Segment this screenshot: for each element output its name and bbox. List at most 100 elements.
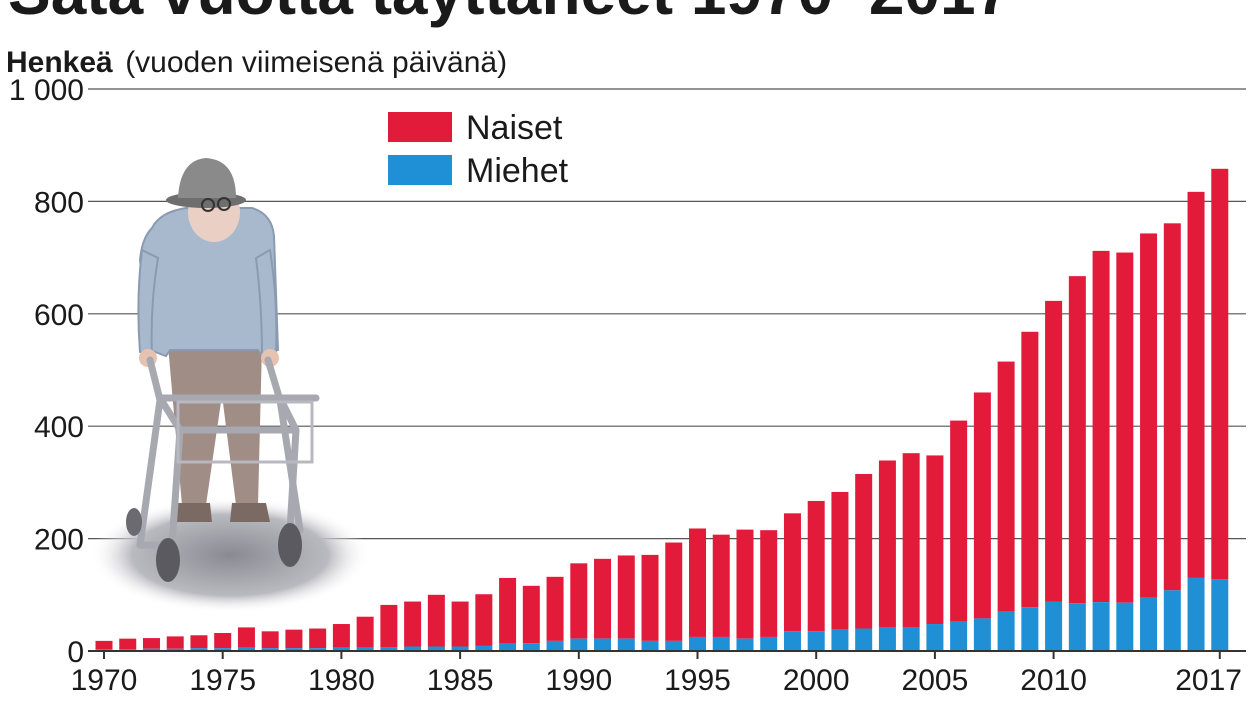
bar-miehet-2004 <box>902 627 920 651</box>
bar-naiset-1993 <box>641 554 659 641</box>
bar-naiset-1975 <box>214 633 232 649</box>
bar-miehet-1986 <box>475 645 493 651</box>
bar-naiset-1971 <box>119 638 137 650</box>
bar-miehet-1975 <box>214 648 232 651</box>
bar-naiset-1980 <box>332 624 350 648</box>
bar-miehet-1976 <box>237 647 255 651</box>
bar-miehet-1993 <box>641 640 659 651</box>
bar-miehet-2006 <box>950 621 968 651</box>
bar-miehet-1998 <box>760 636 778 651</box>
bar-naiset-1973 <box>166 636 184 649</box>
legend-swatch-naiset <box>388 112 452 142</box>
bar-miehet-1996 <box>712 636 730 651</box>
bar-miehet-2003 <box>878 627 896 651</box>
bar-miehet-2015 <box>1163 590 1181 651</box>
x-tick-label: 1975 <box>189 664 256 697</box>
bar-miehet-1979 <box>309 648 327 651</box>
bar-naiset-2005 <box>926 455 944 625</box>
bar-naiset-1990 <box>570 563 588 639</box>
bar-naiset-1974 <box>190 635 208 649</box>
bar-miehet-2005 <box>926 624 944 651</box>
bar-miehet-1989 <box>546 640 564 651</box>
bar-naiset-2001 <box>831 491 849 630</box>
bar-naiset-2008 <box>997 361 1015 612</box>
x-tick-label: 2017 <box>1175 664 1242 697</box>
bar-naiset-1998 <box>760 530 778 637</box>
bar-naiset-2006 <box>950 420 968 622</box>
bar-miehet-1977 <box>261 648 279 651</box>
elderly-man-with-walker-icon <box>90 158 370 613</box>
bar-naiset-1997 <box>736 529 754 639</box>
bar-miehet-2008 <box>997 611 1015 651</box>
bar-naiset-1982 <box>380 604 398 648</box>
bar-miehet-2012 <box>1092 602 1110 651</box>
bar-naiset-2007 <box>973 392 991 619</box>
legend-swatch-miehet <box>388 155 452 185</box>
legend: Naiset Miehet <box>388 109 569 190</box>
x-tick-label: 1970 <box>71 664 138 697</box>
bar-miehet-1974 <box>190 648 208 651</box>
bar-miehet-1983 <box>404 646 422 651</box>
bar-miehet-1994 <box>665 640 683 651</box>
bar-miehet-1995 <box>689 636 706 651</box>
x-axis-ticks: 1970 1975 1980 1985 1990 1995 2000 2005 2010 2017 <box>71 651 1242 697</box>
subtitle-note: (vuoden viimeisenä päivänä) <box>125 46 507 79</box>
bar-naiset-1972 <box>142 638 160 649</box>
bar-miehet-1981 <box>356 647 374 651</box>
legend-label-miehet: Miehet <box>466 152 569 190</box>
bar-naiset-2000 <box>807 500 825 632</box>
bar-miehet-1980 <box>332 647 350 651</box>
x-tick-label: 2010 <box>1020 664 1087 697</box>
bar-miehet-2000 <box>807 631 825 651</box>
bar-miehet-1991 <box>594 638 612 651</box>
bar-naiset-1981 <box>356 616 374 648</box>
x-tick-label: 1985 <box>427 664 494 697</box>
bar-naiset-2015 <box>1163 223 1181 591</box>
bar-naiset-1996 <box>712 534 730 637</box>
y-tick-label: 1 000 <box>9 74 84 107</box>
x-tick-label: 2000 <box>783 664 850 697</box>
bar-naiset-1977 <box>261 631 279 649</box>
y-tick-label: 200 <box>34 524 84 557</box>
bar-miehet-2013 <box>1116 602 1134 651</box>
bar-miehet-1978 <box>285 648 303 651</box>
bar-miehet-2014 <box>1140 597 1158 651</box>
y-tick-label: 0 <box>67 636 84 669</box>
bar-naiset-1984 <box>427 594 445 647</box>
chart-subtitle: Henkeä (vuoden viimeisenä päivänä) <box>6 46 507 79</box>
bar-naiset-2014 <box>1140 233 1158 598</box>
bar-naiset-1976 <box>237 627 255 648</box>
bar-miehet-1997 <box>736 638 754 651</box>
y-tick-label: 400 <box>34 411 84 444</box>
bar-miehet-2011 <box>1068 603 1086 651</box>
subtitle-unit: Henkeä <box>6 46 113 79</box>
bar-miehet-2016 <box>1187 577 1205 651</box>
bar-miehet-2017 <box>1211 579 1229 651</box>
bar-naiset-1992 <box>617 555 635 639</box>
bar-naiset-2013 <box>1116 252 1134 603</box>
bar-miehet-1973 <box>166 648 184 651</box>
bar-naiset-1989 <box>546 576 564 641</box>
bar-miehet-1987 <box>499 643 517 651</box>
bar-naiset-2016 <box>1187 191 1205 578</box>
bar-naiset-1985 <box>451 601 469 647</box>
bar-naiset-1978 <box>285 629 303 649</box>
bar-naiset-1999 <box>783 513 801 632</box>
bar-miehet-1988 <box>522 643 540 651</box>
bar-naiset-1995 <box>689 528 706 637</box>
bar-miehet-2001 <box>831 629 849 651</box>
y-tick-label: 600 <box>34 299 84 332</box>
bar-miehet-1982 <box>380 647 398 651</box>
x-tick-label: 2005 <box>902 664 969 697</box>
bar-naiset-2002 <box>855 473 873 629</box>
bar-naiset-1994 <box>665 542 683 641</box>
bar-miehet-2002 <box>855 628 873 651</box>
bar-naiset-2010 <box>1045 300 1063 602</box>
bar-naiset-2004 <box>902 453 920 628</box>
y-tick-label: 800 <box>34 186 84 219</box>
bar-miehet-1984 <box>427 646 445 651</box>
chart-title: Sata vuotta täyttäneet 1970–2017 <box>8 0 1011 28</box>
bar-miehet-1972 <box>142 648 160 651</box>
legend-label-naiset: Naiset <box>466 109 563 147</box>
